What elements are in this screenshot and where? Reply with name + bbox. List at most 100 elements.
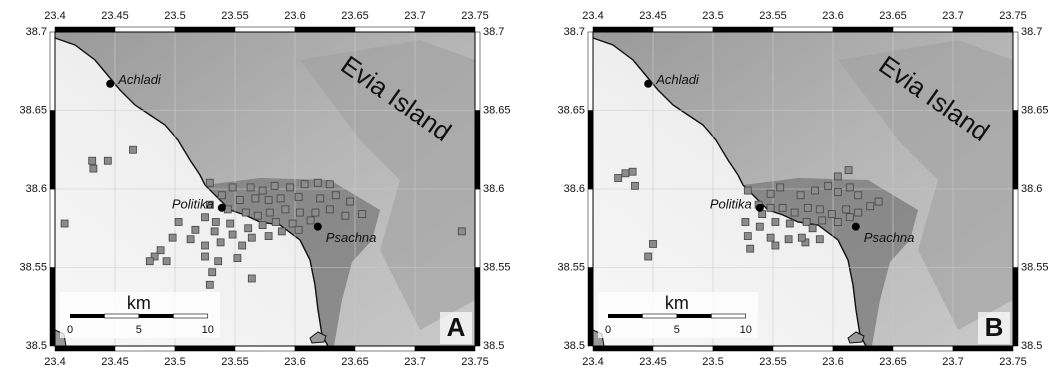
scale-tick-label: 0: [67, 324, 73, 336]
frame-segment: [773, 346, 833, 351]
epicenter: [252, 195, 259, 202]
epicenter: [212, 218, 219, 225]
panel-label: A: [447, 312, 466, 342]
scale-segment: [173, 314, 207, 318]
epicenter: [650, 240, 657, 247]
epicenter: [791, 209, 798, 216]
epicenter: [187, 236, 194, 243]
frame-segment: [713, 346, 773, 351]
epicenter: [326, 181, 333, 188]
town-marker: [218, 204, 226, 212]
epicenter: [229, 231, 236, 238]
y-tick-label: 38.55: [19, 261, 47, 273]
x-tick-label: 23.65: [341, 10, 369, 22]
epicenter: [816, 206, 823, 213]
epicenter: [312, 209, 319, 216]
x-tick-label: 23.6: [284, 356, 305, 368]
epicenter: [248, 234, 255, 241]
scale-unit: km: [665, 293, 689, 313]
x-tick-label: 23.65: [341, 356, 369, 368]
y-tick-label: 38.7: [1021, 26, 1042, 38]
epicenter: [615, 175, 622, 182]
epicenter: [271, 182, 278, 189]
epicenter: [209, 269, 216, 276]
y-tick-label: 38.65: [19, 104, 47, 116]
x-tick-label: 23.4: [582, 10, 603, 22]
town-label: Psachna: [326, 230, 377, 245]
epicenter: [785, 236, 792, 243]
epicenter: [146, 258, 153, 265]
epicenter: [287, 184, 294, 191]
frame-segment: [653, 346, 713, 351]
y-tick-label: 38.6: [564, 183, 585, 195]
town-label: Politika: [172, 196, 214, 211]
frame-segment: [415, 346, 475, 351]
x-tick-label: 23.4: [44, 356, 65, 368]
epicenter: [342, 212, 349, 219]
epicenter: [843, 206, 850, 213]
town-label: Psachna: [864, 230, 915, 245]
epicenter: [215, 258, 222, 265]
scale-segment: [608, 314, 642, 318]
epicenter: [295, 226, 302, 233]
x-tick-label: 23.65: [879, 356, 907, 368]
y-tick-label: 38.55: [1021, 261, 1049, 273]
epicenter: [804, 204, 811, 211]
frame-segment: [50, 111, 55, 190]
epicenter: [206, 179, 213, 186]
frame-segment: [50, 189, 55, 268]
x-tick-label: 23.75: [999, 10, 1027, 22]
frame-segment: [175, 346, 235, 351]
frame-segment: [475, 111, 480, 190]
epicenter: [772, 242, 779, 249]
x-tick-label: 23.5: [164, 356, 185, 368]
epicenter: [272, 218, 279, 225]
town-marker: [852, 223, 860, 231]
frame-segment: [773, 27, 833, 32]
epicenter: [206, 281, 213, 288]
x-tick-label: 23.55: [221, 10, 249, 22]
epicenter: [767, 204, 774, 211]
epicenter: [819, 217, 826, 224]
scale-tick-label: 5: [674, 324, 680, 336]
epicenter: [816, 236, 823, 243]
town-label: Politika: [710, 196, 752, 211]
frame-segment: [355, 346, 415, 351]
x-tick-label: 23.7: [404, 356, 425, 368]
figure: 23.4 23.4 23.45 23.45 23.5 23.5 23.55 23.55 23.6…: [0, 0, 1053, 370]
epicenter: [89, 157, 96, 164]
epicenter: [846, 214, 853, 221]
epicenter: [175, 218, 182, 225]
x-tick-label: 23.45: [639, 10, 667, 22]
y-tick-label: 38.7: [564, 26, 585, 38]
epicenter: [846, 184, 853, 191]
town-label: Achladi: [655, 72, 700, 87]
epicenter: [130, 146, 137, 153]
x-tick-label: 23.45: [101, 10, 129, 22]
epicenter: [218, 192, 225, 199]
epicenter: [359, 211, 366, 218]
epicenter: [845, 167, 852, 174]
epicenter: [277, 195, 284, 202]
y-tick-label: 38.5: [564, 340, 585, 352]
scale-tick-label: 5: [136, 324, 142, 336]
frame-segment: [475, 268, 480, 347]
frame-segment: [893, 346, 953, 351]
y-tick-label: 38.65: [557, 104, 585, 116]
epicenter: [239, 242, 246, 249]
scale-segment: [104, 314, 138, 318]
epicenter: [266, 209, 273, 216]
frame-segment: [415, 27, 475, 32]
y-tick-label: 38.6: [26, 183, 47, 195]
frame-segment: [115, 346, 175, 351]
y-tick-label: 38.5: [1021, 340, 1042, 352]
epicenter: [163, 258, 170, 265]
scale-segment: [711, 314, 745, 318]
epicenter: [855, 192, 862, 199]
x-tick-label: 23.5: [702, 356, 723, 368]
x-tick-label: 23.55: [221, 356, 249, 368]
epicenter: [90, 165, 97, 172]
epicenter: [211, 228, 218, 235]
epicenter: [259, 187, 266, 194]
frame-segment: [1013, 268, 1018, 347]
